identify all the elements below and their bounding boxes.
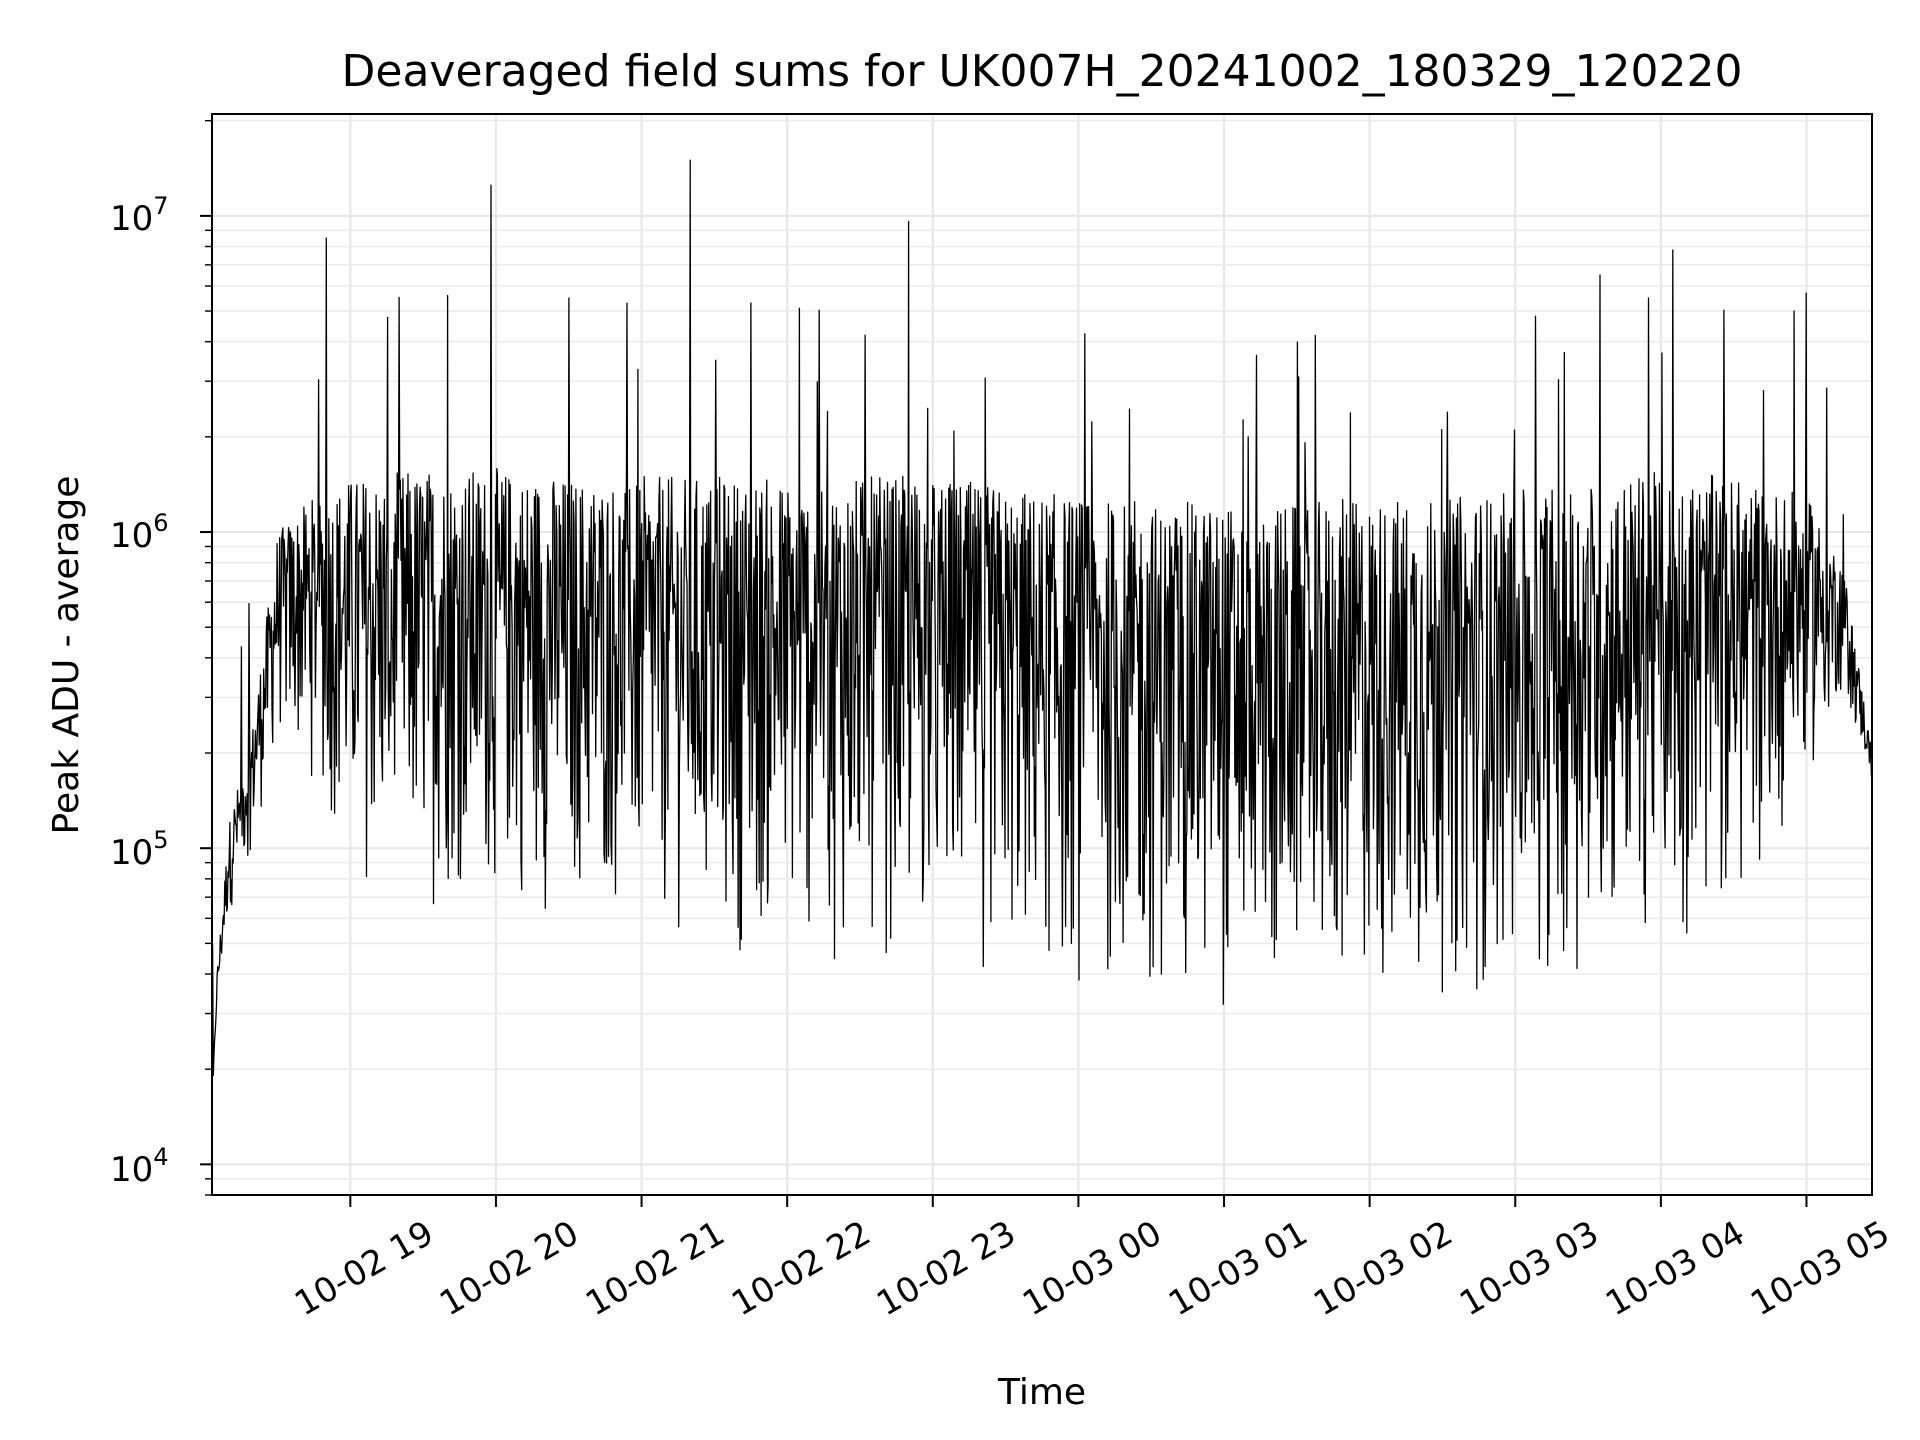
x-tick-label: 10-02 19: [288, 1213, 440, 1324]
y-axis-label: Peak ADU - average: [46, 476, 87, 835]
plot-frame: [211, 113, 1873, 1196]
x-tick-label: 10-02 22: [725, 1213, 877, 1324]
series-line: [211, 159, 1873, 1109]
x-tick-label: 10-03 03: [1453, 1213, 1605, 1324]
x-tick-label: 10-02 20: [433, 1213, 585, 1324]
x-tick-label: 10-02 23: [870, 1213, 1022, 1324]
x-tick-label: 10-03 02: [1307, 1213, 1459, 1324]
y-tick-label: 104: [110, 1143, 169, 1190]
y-tick-label: 106: [110, 509, 169, 556]
x-tick-label: 10-03 04: [1599, 1213, 1751, 1324]
chart-title: Deaveraged field sums for UK007H_2024100…: [342, 46, 1743, 97]
y-tick-label: 105: [110, 826, 169, 873]
ticks: [200, 119, 1808, 1207]
x-tick-label: 10-03 05: [1744, 1213, 1896, 1324]
x-tick-label: 10-03 00: [1016, 1213, 1168, 1324]
series-group: [211, 159, 1873, 1109]
y-tick-label: 107: [110, 192, 169, 239]
x-tick-label: 10-03 01: [1162, 1213, 1314, 1324]
x-tick-label: 10-02 21: [579, 1213, 731, 1324]
x-axis-label: Time: [997, 1372, 1086, 1413]
